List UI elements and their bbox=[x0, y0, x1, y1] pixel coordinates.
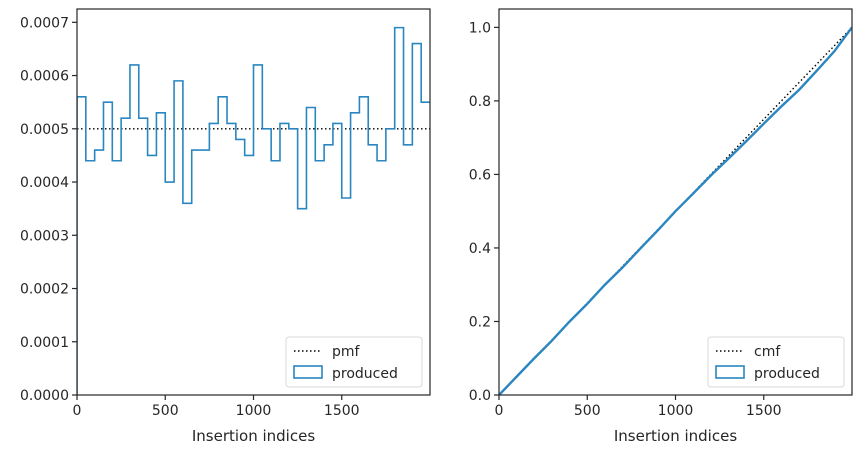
y-tick-label: 0.0006 bbox=[20, 69, 69, 85]
x-tick-label: 1000 bbox=[658, 403, 694, 419]
legend-swatch-produced bbox=[293, 365, 323, 379]
y-tick-labels: 0.0 0.2 0.4 0.6 0.8 1.0 bbox=[469, 20, 491, 404]
legend-label-produced: produced bbox=[754, 366, 820, 382]
y-tick-label: 0.0004 bbox=[20, 175, 69, 191]
plot-area bbox=[77, 26, 430, 395]
x-axis-label: Insertion indices bbox=[614, 427, 737, 445]
y-tick-label: 0.0000 bbox=[20, 388, 69, 404]
y-tick-label: 0.0002 bbox=[20, 282, 69, 298]
x-tick-labels: 0 500 1000 1500 bbox=[495, 403, 782, 419]
cmf-line-panel: 0 500 1000 1500 0.0 0.2 0.4 0.6 0.8 1.0 … bbox=[469, 8, 853, 445]
legend: cmf produced bbox=[707, 336, 845, 388]
y-tick-label: 0.2 bbox=[469, 314, 491, 330]
legend-swatch-produced bbox=[715, 365, 745, 379]
legend: pmf produced bbox=[285, 336, 423, 388]
x-axis-label: Insertion indices bbox=[192, 427, 315, 445]
pmf-histogram-panel: 0 500 1000 1500 0.0000 0.0001 0.0002 0.0… bbox=[20, 8, 431, 445]
legend-label-cmf: cmf bbox=[754, 344, 781, 360]
y-tick-label: 1.0 bbox=[469, 20, 491, 36]
x-tick-label: 500 bbox=[152, 403, 179, 419]
produced-histogram-step bbox=[77, 26, 430, 395]
y-tick-label: 0.0007 bbox=[20, 15, 69, 31]
legend-frame bbox=[707, 336, 845, 388]
legend-frame bbox=[285, 336, 423, 388]
y-tick-label: 0.6 bbox=[469, 167, 491, 183]
produced-line bbox=[499, 26, 852, 395]
y-tick-label: 0.0 bbox=[469, 388, 491, 404]
x-tick-labels: 0 500 1000 1500 bbox=[73, 403, 360, 419]
x-tick-label: 1500 bbox=[746, 403, 782, 419]
y-tick-labels: 0.0000 0.0001 0.0002 0.0003 0.0004 0.000… bbox=[20, 15, 69, 404]
legend-label-produced: produced bbox=[332, 366, 398, 382]
plot-area bbox=[499, 26, 852, 395]
x-tick-label: 0 bbox=[73, 403, 82, 419]
y-tick-label: 0.4 bbox=[469, 241, 491, 257]
y-tick-label: 0.0005 bbox=[20, 122, 69, 138]
x-tick-label: 0 bbox=[495, 403, 504, 419]
y-tick-label: 0.0003 bbox=[20, 228, 69, 244]
x-tick-label: 1500 bbox=[324, 403, 360, 419]
x-tick-label: 1000 bbox=[236, 403, 272, 419]
legend-label-pmf: pmf bbox=[332, 344, 361, 360]
y-tick-label: 0.0001 bbox=[20, 335, 69, 351]
y-tick-label: 0.8 bbox=[469, 94, 491, 110]
x-tick-label: 500 bbox=[574, 403, 601, 419]
